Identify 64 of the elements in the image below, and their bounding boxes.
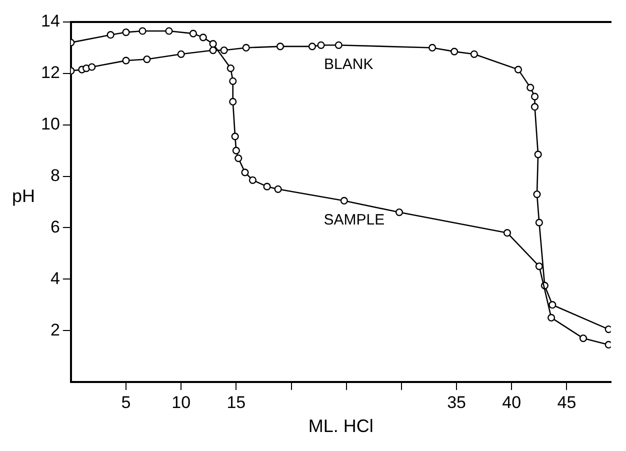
point bbox=[106, 31, 114, 39]
point bbox=[234, 154, 242, 162]
x-tick-label: 40 bbox=[502, 392, 522, 412]
point bbox=[526, 84, 534, 92]
x-tick-label: 5 bbox=[121, 392, 131, 412]
x-tick-label: 15 bbox=[226, 392, 246, 412]
point bbox=[535, 218, 543, 226]
point bbox=[138, 27, 146, 35]
point bbox=[530, 103, 539, 111]
point bbox=[514, 66, 522, 74]
point bbox=[548, 314, 556, 322]
point bbox=[334, 41, 342, 49]
point bbox=[189, 30, 198, 38]
point bbox=[220, 46, 228, 54]
point bbox=[340, 196, 348, 205]
point bbox=[248, 176, 257, 184]
point bbox=[428, 44, 436, 52]
point bbox=[450, 48, 458, 56]
point bbox=[308, 42, 316, 50]
series-label: SAMPLE bbox=[324, 212, 385, 229]
point bbox=[231, 132, 239, 140]
point bbox=[242, 44, 250, 52]
point bbox=[263, 182, 271, 190]
point bbox=[530, 92, 539, 100]
point bbox=[232, 146, 240, 154]
point bbox=[533, 190, 541, 198]
y-tick-label: 8 bbox=[50, 166, 60, 185]
y-tick-label: 10 bbox=[40, 114, 60, 134]
point bbox=[395, 208, 404, 216]
point bbox=[317, 41, 325, 49]
x-tick-label: 10 bbox=[172, 392, 191, 412]
point bbox=[122, 56, 130, 64]
point bbox=[470, 50, 478, 58]
y-tick-label: 2 bbox=[50, 320, 60, 340]
y-tick-label: 14 bbox=[40, 12, 60, 31]
point bbox=[88, 63, 96, 71]
point bbox=[241, 168, 249, 176]
point bbox=[604, 325, 611, 334]
x-axis-title: ML. HCl bbox=[308, 416, 374, 436]
point bbox=[535, 262, 543, 270]
point bbox=[229, 98, 237, 106]
point bbox=[177, 50, 185, 58]
point bbox=[548, 301, 556, 309]
point bbox=[199, 34, 207, 42]
point bbox=[503, 229, 512, 237]
point bbox=[226, 64, 234, 72]
series-label: BLANK bbox=[324, 56, 374, 74]
point bbox=[209, 40, 217, 48]
x-tick-label: 45 bbox=[557, 392, 576, 412]
point bbox=[165, 27, 173, 35]
point bbox=[534, 150, 542, 158]
y-tick-label: 12 bbox=[40, 63, 60, 82]
y-tick-label: 6 bbox=[50, 217, 60, 236]
point bbox=[276, 42, 284, 50]
x-tick-label: 35 bbox=[447, 392, 466, 412]
y-axis-title: pH bbox=[12, 186, 36, 206]
point bbox=[229, 77, 237, 85]
point bbox=[143, 55, 151, 64]
point bbox=[579, 334, 588, 342]
y-tick-label: 4 bbox=[50, 268, 60, 288]
point bbox=[122, 28, 130, 36]
point bbox=[604, 340, 611, 349]
point bbox=[209, 46, 217, 54]
point bbox=[274, 185, 282, 193]
